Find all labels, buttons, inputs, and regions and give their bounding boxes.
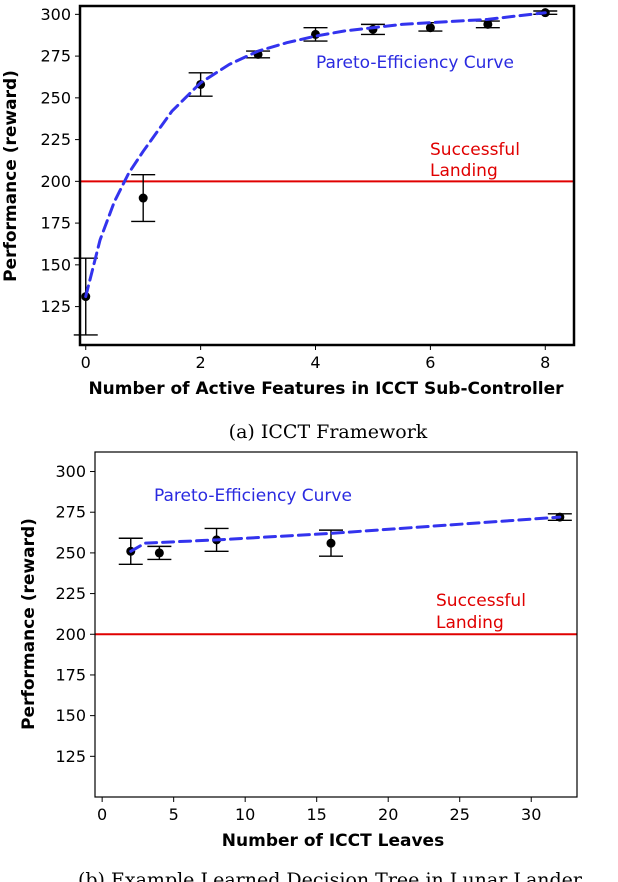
chart-a-caption: (a) ICCT Framework [229, 421, 428, 443]
chart-b-y-tick-label: 150 [55, 706, 86, 725]
chart-b-y-tick-label: 200 [55, 625, 86, 644]
chart-b-data-point [326, 538, 336, 548]
chart-a-y-tick-label: 300 [40, 5, 71, 24]
chart-b-marks: 125 150 175 200 225 250 275 300 0 5 10 15 20 25 30 [55, 462, 577, 824]
chart-b-pareto-curve [129, 515, 562, 553]
chart-a-data-point [138, 193, 148, 203]
chart-b-x-tick-label: 25 [450, 805, 470, 824]
chart-a-pareto-curve [84, 11, 547, 299]
chart-b-x-tick-label: 0 [97, 805, 107, 824]
chart-a-landing-label-line2: Landing [430, 161, 498, 181]
chart-a-y-tick-label: 175 [40, 214, 71, 233]
chart-b-x-tick-label: 30 [521, 805, 541, 824]
chart-a-y-tick-label: 225 [40, 130, 71, 149]
chart-b-x-tick-label: 20 [378, 805, 398, 824]
chart-b-y-tick-label: 225 [55, 584, 86, 603]
chart-panel-b: 125 150 175 200 225 250 275 300 0 5 10 15 20 25 30 Par… [19, 451, 583, 882]
chart-b-y-tick-label: 250 [55, 543, 86, 562]
chart-b-y-tick-label: 175 [55, 665, 86, 684]
chart-a-x-tick-label: 4 [310, 353, 320, 372]
chart-b-y-axis-label: Performance (reward) [19, 518, 39, 730]
chart-b-y-tick-label: 275 [55, 503, 86, 522]
chart-b-pareto-label: Pareto-Efficiency Curve [154, 486, 352, 506]
chart-a-data-point [425, 23, 435, 33]
chart-b-landing-label-line2: Landing [436, 613, 504, 633]
chart-b-x-tick-label: 10 [235, 805, 255, 824]
chart-a-y-tick-label: 150 [40, 255, 71, 274]
chart-a-y-tick-label: 125 [40, 297, 71, 316]
chart-a-pareto-label: Pareto-Efficiency Curve [316, 53, 514, 73]
chart-b-x-tick-label: 5 [169, 805, 179, 824]
chart-a-landing-label-line1: Successful [430, 140, 520, 160]
chart-a-y-tick-label: 275 [40, 47, 71, 66]
chart-a-y-tick-label: 200 [40, 172, 71, 191]
chart-b-frame [94, 451, 578, 798]
chart-b-x-axis-label: Number of ICCT Leaves [222, 831, 444, 851]
chart-a-x-tick-label: 2 [196, 353, 206, 372]
chart-a-x-tick-label: 6 [425, 353, 435, 372]
chart-b-y-tick-label: 300 [55, 462, 86, 481]
chart-a-y-axis-label: Performance (reward) [1, 70, 21, 282]
chart-a-marks: 125 150 175 200 225 250 275 300 0 2 4 6 8 [40, 5, 574, 372]
chart-a-x-tick-label: 0 [81, 353, 91, 372]
chart-b-x-tick-label: 15 [307, 805, 327, 824]
chart-a-data-point [483, 19, 493, 29]
chart-a-x-axis-label: Number of Active Features in ICCT Sub-Co… [88, 379, 564, 399]
chart-a-y-tick-label: 250 [40, 88, 71, 107]
chart-b-landing-label-line1: Successful [436, 591, 526, 611]
chart-panel-a: 125 150 175 200 225 250 275 300 0 2 4 6 8 Pareto-Eff… [1, 4, 576, 443]
chart-a-frame [78, 4, 576, 347]
chart-b-data-point [154, 548, 164, 558]
chart-b-caption: (b) Example Learned Decision Tree in Lun… [78, 869, 583, 882]
chart-b-y-tick-label: 125 [55, 747, 86, 766]
chart-a-x-tick-label: 8 [540, 353, 550, 372]
